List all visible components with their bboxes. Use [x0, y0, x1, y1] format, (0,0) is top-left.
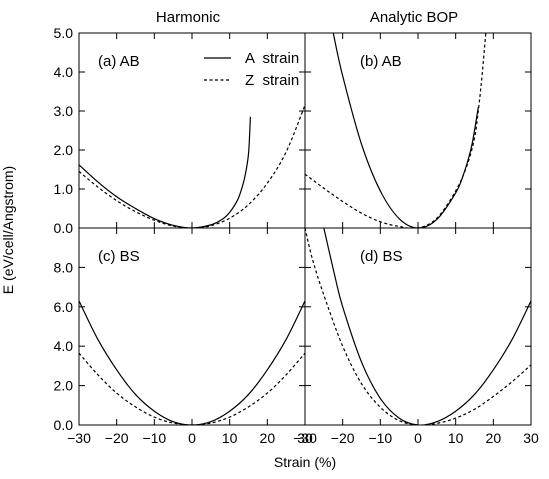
x-tick-label: 0 — [414, 430, 422, 446]
x-tick-label: 20 — [260, 430, 276, 446]
x-tick-label: −10 — [368, 430, 392, 446]
x-tick-label: −30 — [293, 430, 317, 446]
series-line-a-strain — [323, 228, 531, 425]
panel-4: −30 −20 −10 0 10 20 30 (d) BS — [293, 227, 539, 446]
legend-label-z-strain: Z strain — [245, 72, 299, 89]
series-line-z-strain — [305, 228, 531, 425]
y-tick-label: 0.0 — [54, 417, 74, 433]
x-tick-label: 30 — [523, 430, 539, 446]
panel-label: (c) BS — [98, 248, 140, 265]
y-tick-label: 2.0 — [54, 142, 74, 158]
x-tick-label: −20 — [105, 430, 129, 446]
series-line-z-strain — [305, 33, 487, 228]
series-line-a-strain — [79, 116, 251, 228]
y-tick-label: 6.0 — [54, 299, 74, 315]
x-axis-title: Strain (%) — [274, 454, 336, 470]
panel-2: (b) AB — [304, 32, 532, 229]
x-tick-label: 20 — [486, 430, 502, 446]
y-axis-title: E (eV/cell/Angstrom) — [0, 166, 16, 294]
x-tick-label: 0 — [188, 430, 196, 446]
y-tick-label: 4.0 — [54, 64, 74, 80]
panel-label: (b) AB — [360, 53, 402, 70]
y-tick-label: 0.0 — [54, 220, 74, 236]
panel-3: −30 −20 −10 0 10 20 30 0.0 2.0 4.0 6.0 8.0 (c) BS — [54, 227, 313, 446]
series-line-z-strain — [79, 352, 305, 425]
panel-label: (a) AB — [98, 53, 140, 70]
series-line-a-strain — [79, 300, 305, 425]
y-tick-label: 8.0 — [54, 259, 74, 275]
y-tick-label: 1.0 — [54, 181, 74, 197]
y-tick-label: 5.0 — [54, 25, 74, 41]
x-tick-label: 10 — [222, 430, 238, 446]
series-line-a-strain — [332, 33, 479, 228]
x-tick-label: −10 — [142, 430, 166, 446]
x-tick-label: 10 — [448, 430, 464, 446]
column-title-harmonic: Harmonic — [156, 9, 221, 26]
y-tick-label: 2.0 — [54, 378, 74, 394]
x-tick-label: −30 — [67, 430, 91, 446]
legend-label-a-strain: A strain — [245, 50, 299, 67]
panel-label: (d) BS — [360, 248, 403, 265]
series-line-z-strain — [79, 104, 305, 228]
x-tick-label: 30 — [297, 430, 313, 446]
x-tick-label: −20 — [331, 430, 355, 446]
y-tick-label: 4.0 — [54, 338, 74, 354]
y-tick-label: 3.0 — [54, 103, 74, 119]
column-title-analytic-bop: Analytic BOP — [370, 9, 458, 26]
panel-frame — [304, 227, 532, 426]
